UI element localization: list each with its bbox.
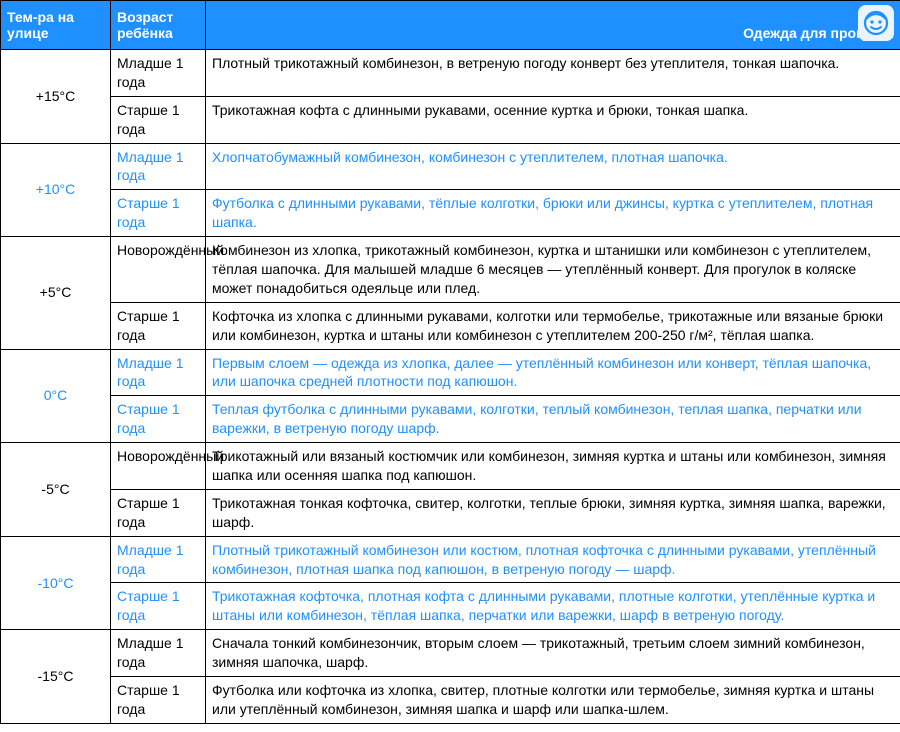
temp-cell: +5°C [1,237,111,349]
age-cell: Старше 1 года [111,583,206,630]
clothes-cell: Первым слоем — одежда из хлопка, далее —… [206,349,900,396]
age-cell: Старше 1 года [111,677,206,724]
table-row: Старше 1 годаФутболка или кофточка из хл… [1,677,900,724]
age-cell: Старше 1 года [111,190,206,237]
table-body: +15°CМладше 1 годаПлотный трикотажный ко… [1,50,900,724]
age-cell: Старше 1 года [111,489,206,536]
clothing-table: Тем-ра на улице Возраст ребёнка Одежда д… [0,0,900,724]
table-row: -15°CМладше 1 годаСначала тонкий комбине… [1,630,900,677]
temp-cell: +15°C [1,50,111,144]
table-row: Старше 1 годаТрикотажная кофточка, плотн… [1,583,900,630]
header-row: Тем-ра на улице Возраст ребёнка Одежда д… [1,1,900,50]
table-row: Старше 1 годаФутболка с длинными рукавам… [1,190,900,237]
temp-cell: +10°C [1,143,111,237]
temp-cell: 0°C [1,349,111,443]
age-cell: Новорождённый [111,237,206,303]
table-row: Старше 1 годаТеплая футболка с длинными … [1,396,900,443]
temp-cell: -15°C [1,630,111,724]
age-cell: Старше 1 года [111,302,206,349]
table-row: +10°CМладше 1 годаХлопчатобумажный комби… [1,143,900,190]
table-row: -5°CНоворождённыйТрикотажный или вязаный… [1,443,900,490]
header-age: Возраст ребёнка [111,1,206,50]
age-cell: Младше 1 года [111,143,206,190]
age-cell: Новорождённый [111,443,206,490]
clothes-cell: Хлопчатобумажный комбинезон, комбинезон … [206,143,900,190]
table-row: Старше 1 годаКофточка из хлопка с длинны… [1,302,900,349]
table-row: +5°CНоворождённыйКомбинезон из хлопка, т… [1,237,900,303]
table-row: -10°CМладше 1 годаПлотный трикотажный ко… [1,536,900,583]
age-cell: Младше 1 года [111,50,206,97]
temp-cell: -5°C [1,443,111,537]
clothes-cell: Плотный трикотажный комбинезон или костю… [206,536,900,583]
clothes-cell: Трикотажная тонкая кофточка, свитер, кол… [206,489,900,536]
table-row: 0°CМладше 1 годаПервым слоем — одежда из… [1,349,900,396]
table-row: Старше 1 годаТрикотажная тонкая кофточка… [1,489,900,536]
clothes-cell: Сначала тонкий комбинезончик, вторым сло… [206,630,900,677]
clothes-cell: Комбинезон из хлопка, трикотажный комбин… [206,237,900,303]
clothes-cell: Кофточка из хлопка с длинными рукавами, … [206,302,900,349]
temp-cell: -10°C [1,536,111,630]
clothes-cell: Теплая футболка с длинными рукавами, кол… [206,396,900,443]
age-cell: Старше 1 года [111,396,206,443]
table-row: Старше 1 годаТрикотажная кофта с длинным… [1,96,900,143]
clothes-cell: Футболка или кофточка из хлопка, свитер,… [206,677,900,724]
clothes-cell: Плотный трикотажный комбинезон, в ветрен… [206,50,900,97]
age-cell: Младше 1 года [111,630,206,677]
age-cell: Младше 1 года [111,536,206,583]
age-cell: Старше 1 года [111,96,206,143]
clothes-cell: Трикотажная кофта с длинными рукавами, о… [206,96,900,143]
face-logo-icon [858,5,894,41]
age-cell: Младше 1 года [111,349,206,396]
header-clothes: Одежда для прогулки [206,1,900,50]
clothes-cell: Футболка с длинными рукавами, тёплые кол… [206,190,900,237]
clothes-cell: Трикотажный или вязаный костюмчик или ко… [206,443,900,490]
header-temp: Тем-ра на улице [1,1,111,50]
clothes-cell: Трикотажная кофточка, плотная кофта с дл… [206,583,900,630]
table-row: +15°CМладше 1 годаПлотный трикотажный ко… [1,50,900,97]
